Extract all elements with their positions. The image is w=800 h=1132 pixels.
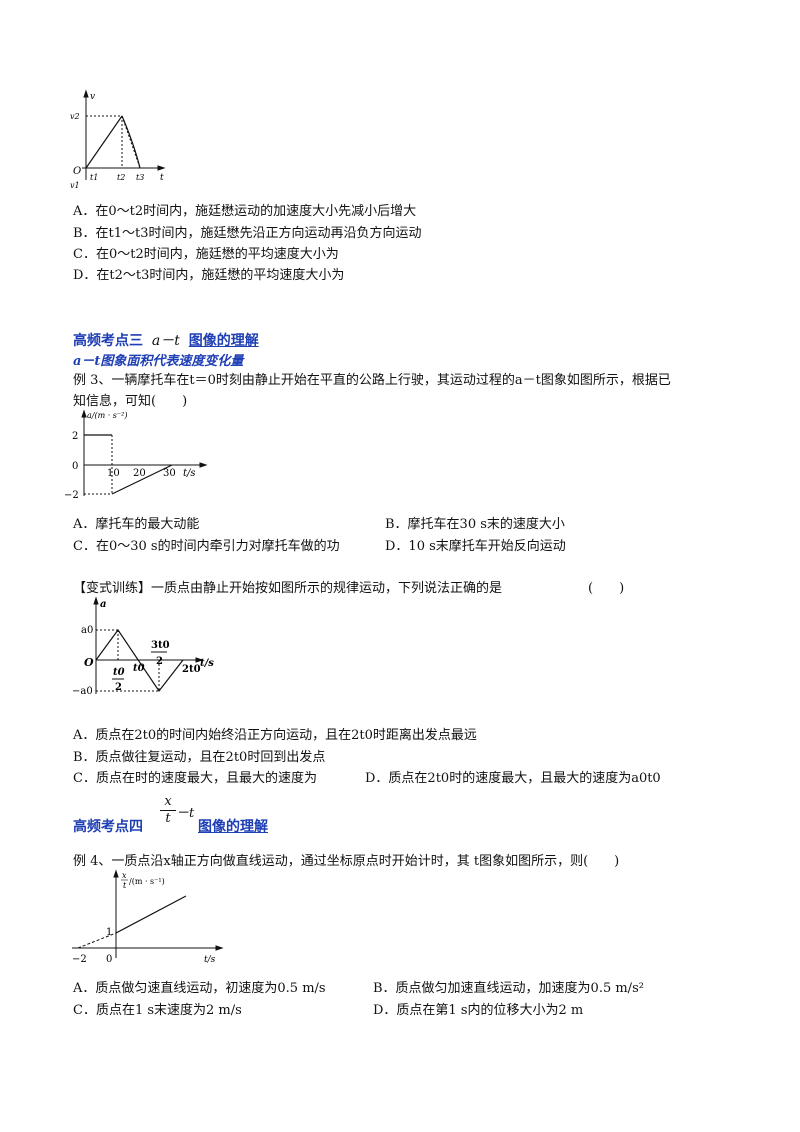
a-t-graph: a/(m · s⁻²) 2 0 −2 10 20 30 t/s (64, 409, 208, 501)
variant-origin: O (84, 656, 94, 669)
t-axis-label-s: t/s (183, 468, 196, 479)
y-tick-1: 1 (106, 927, 112, 938)
variant-paren: ( ) (588, 581, 625, 596)
x-tick-0: 0 (106, 954, 112, 965)
t3-label: t3 (136, 173, 144, 182)
section3-heading: 高频考点三 a－t 图像的理解 (73, 330, 259, 350)
variant-option-b: B．质点做往复运动，且在2t0时回到出发点 (73, 750, 326, 765)
v1-label: v1 (70, 181, 80, 190)
origin-label: O (73, 166, 81, 177)
example4-option-b: B．质点做匀加速直线运动，加速度为0.5 m/s² (373, 981, 644, 996)
variant-t-axis-label: t/s (200, 658, 214, 669)
t2-label: t2 (117, 173, 125, 182)
example4-question: 例 4、一质点沿x轴正方向做直线运动，通过坐标原点时开始计时，其 t图象如图所示… (73, 854, 620, 869)
y-frac-top: x (122, 871, 127, 880)
variant-half-t0-bottom: 2 (115, 682, 122, 693)
section4-fraction: x t (160, 794, 176, 827)
prev-option-c: C．在0～t2时间内，施廷懋的平均速度大小为 (73, 247, 339, 262)
section3-subtitle: a－t图象面积代表速度变化量 (73, 354, 244, 369)
variant-t0-label: t0 (133, 663, 145, 674)
example3-option-c: C．在0～30 s的时间内牵引力对摩托车做的功 (73, 539, 340, 554)
variant-a-t-graph: a a0 O −a0 t0 2 t0 3t0 2 2t0 t/s (72, 596, 214, 697)
prev-option-b: B．在t1～t3时间内，施廷懋先沿正方向运动再沿负方向运动 (73, 226, 422, 241)
example4-option-c: C．质点在1 s末速度为2 m/s (73, 1003, 242, 1018)
x-tick-neg2: −2 (72, 954, 87, 965)
t1-label: t1 (90, 173, 98, 182)
a-tick-0: 0 (72, 461, 78, 472)
example4-option-a: A．质点做匀速直线运动，初速度为0.5 m/s (73, 981, 326, 996)
v-axis-label: v (90, 92, 95, 102)
variant-neg-a0-label: −a0 (72, 686, 93, 697)
t-axis-label: t (160, 173, 164, 183)
section3-title: 图像的理解 (188, 333, 259, 349)
y-unit: /(m · s⁻¹) (129, 877, 165, 886)
example3-option-d: D．10 s末摩托车开始反向运动 (385, 539, 566, 554)
example3-option-b: B．摩托车在30 s末的速度大小 (385, 517, 565, 532)
t-tick-10: 10 (107, 468, 120, 479)
x-axis-label-ts: t/s (204, 955, 216, 965)
variant-a-axis: a (100, 599, 106, 610)
variant-2t0-label: 2t0 (182, 664, 201, 675)
prev-option-a: A．在0～t2时间内，施廷懋运动的加速度大小先减小后增大 (73, 204, 417, 219)
section3-formula: a－t (151, 333, 180, 349)
variant-option-a: A．质点在2t0的时间内始终沿正方向运动，且在2t0时距离出发点最远 (73, 728, 477, 743)
x-over-t-graph: x t /(m · s⁻¹) 1 −2 0 t/s (72, 869, 224, 965)
a-axis-label: a/(m · s⁻²) (87, 411, 127, 420)
variant-3t0-bottom: 2 (156, 656, 163, 667)
example3-line2: 知信息，可知( ) (73, 394, 188, 409)
a-tick-neg2: −2 (64, 490, 79, 501)
variant-question: 【变式训练】一质点由静止开始按如图所示的规律运动，下列说法正确的是 (73, 581, 503, 596)
variant-3t0-top: 3t0 (151, 640, 170, 651)
section4-frac-bottom: t (165, 811, 171, 826)
example3-line1: 例 3、一辆摩托车在t＝0时刻由静止开始在平直的公路上行驶，其运动过程的a－t图… (73, 373, 671, 388)
section4-minus-t: －t (176, 806, 195, 821)
a-tick-2: 2 (72, 431, 78, 442)
section4-frac-top: x (160, 794, 176, 811)
variant-half-t0-top: t0 (113, 667, 125, 678)
t-tick-30: 30 (163, 468, 176, 479)
section4-prefix: 高频考点四 (73, 819, 143, 835)
v2-label: v2 (70, 112, 80, 121)
variant-option-c: C．质点在时的速度最大，且最大的速度为 (73, 771, 317, 786)
section4-title: 图像的理解 (198, 816, 268, 836)
example4-option-d: D．质点在第1 s内的位移大小为2 m (373, 1003, 584, 1018)
variant-a0-label: a0 (81, 625, 93, 636)
variant-option-d: D．质点在2t0时的速度最大，且最大的速度为a0t0 (365, 771, 661, 786)
y-frac-bottom: t (123, 881, 127, 890)
section4-title-text: 图像的理解 (198, 819, 268, 835)
section3-prefix: 高频考点三 (73, 333, 143, 349)
t-tick-20: 20 (133, 468, 146, 479)
prev-option-d: D．在t2～t3时间内，施廷懋的平均速度大小为 (73, 268, 345, 283)
example3-option-a: A．摩托车的最大动能 (73, 517, 200, 532)
v-t-graph: v v2 O v1 t1 t2 t3 t (70, 89, 166, 190)
